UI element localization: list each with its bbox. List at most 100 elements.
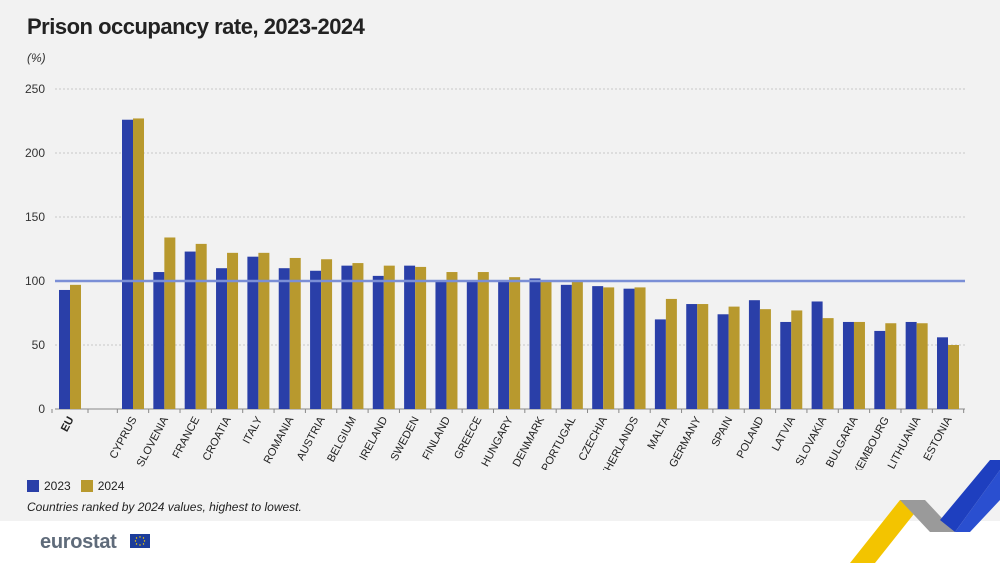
bar-austria-2024 [321,259,333,409]
bar-france-2024 [195,243,207,409]
bar-slovakia-2023 [811,301,823,409]
legend: 2023 2024 [27,479,124,493]
legend-label-2024: 2024 [97,479,125,493]
eurostat-logo[interactable]: eurostat [40,531,117,553]
x-tick-label-estonia: ESTONIA [921,414,954,463]
x-tick-label-belgium: BELGIUM [325,415,359,464]
bar-netherlands-2023 [623,288,635,409]
x-tick-label-slovakia: SLOVAKIA [794,414,830,468]
x-tick-label-austria: AUSTRIA [295,414,328,462]
bar-eu-2024 [70,284,81,409]
x-tick-label-slovenia: SLOVENIA [135,414,172,469]
x-tick-label-sweden: SWEDEN [389,415,422,463]
bar-malta-2024 [665,298,677,409]
x-tick-label-greece: GREECE [452,415,484,462]
x-tick-label-poland: POLAND [735,415,767,461]
x-tick-label-czechia: CZECHIA [577,414,611,463]
bar-czechia-2023 [592,286,604,409]
bar-portugal-2023 [560,284,572,409]
bar-italy-2023 [247,256,259,409]
x-tick-label-finland: FINLAND [420,415,453,462]
bar-spain-2024 [728,306,740,409]
bar-denmark-2024 [540,281,552,409]
bar-latvia-2024 [791,310,803,409]
x-tick-label-latvia: LATVIA [770,414,798,453]
bar-sweden-2024 [415,266,427,409]
bar-czechia-2024 [603,287,615,409]
x-tick-label-romania: ROMANIA [262,414,297,466]
footer-bar [0,521,1000,563]
bar-denmark-2023 [529,278,541,409]
bar-romania-2023 [278,268,290,409]
bar-austria-2023 [310,270,322,409]
bar-eu-2023 [59,289,70,409]
bar-germany-2023 [686,304,698,409]
bar-greece-2024 [477,272,489,409]
bar-italy-2024 [258,252,270,409]
legend-label-2023: 2023 [44,479,71,493]
bar-ireland-2023 [372,275,384,409]
y-tick-label-50: 50 [32,338,46,352]
bar-latvia-2023 [780,321,792,409]
bar-malta-2023 [654,319,666,409]
bar-germany-2024 [697,304,709,409]
x-tick-label-hungary: HUNGARY [479,414,516,469]
bar-lithuania-2023 [905,321,917,409]
legend-item-2024: 2024 [80,479,125,493]
bar-belgium-2023 [341,265,353,409]
bar-finland-2024 [446,272,458,409]
decorative-chevron-graphic [850,460,1000,563]
x-tick-label-denmark: DENMARK [511,414,548,469]
y-tick-label-0: 0 [38,402,45,416]
bar-belgium-2024 [352,263,364,409]
bar-sweden-2023 [404,265,416,409]
bar-france-2023 [184,251,196,409]
y-tick-label-150: 150 [25,210,45,224]
bar-finland-2023 [435,281,447,409]
bar-estonia-2024 [948,345,959,409]
bar-hungary-2024 [509,277,521,409]
x-tick-label-spain: SPAIN [710,415,736,449]
bar-hungary-2023 [498,281,510,409]
bar-slovenia-2024 [164,237,176,409]
bar-luxembourg-2024 [885,323,897,409]
unit-label: (%) [27,51,46,65]
x-tick-label-malta: MALTA [645,414,672,451]
footnote: Countries ranked by 2024 values, highest… [27,500,302,514]
x-tick-label-italy: ITALY [241,414,265,446]
bar-lithuania-2024 [916,323,928,409]
bar-cyprus-2023 [122,119,133,409]
bar-cyprus-2024 [133,118,144,409]
bar-estonia-2023 [937,337,948,409]
x-tick-label-croatia: CROATIA [201,414,234,463]
x-tick-label-germany: GERMANY [667,414,704,469]
legend-item-2023: 2023 [27,479,71,493]
bar-bulgaria-2023 [842,321,854,409]
bar-ireland-2024 [383,265,395,409]
legend-swatch-2023 [27,480,39,492]
bar-slovakia-2024 [822,318,834,409]
eu-flag-icon [130,534,150,548]
x-tick-label-france: FRANCE [171,415,203,461]
bar-slovenia-2023 [153,272,165,409]
bar-croatia-2023 [216,268,228,409]
bar-bulgaria-2024 [853,321,865,409]
x-tick-label-eu: EU [59,415,77,434]
bar-poland-2023 [748,300,760,409]
bar-spain-2023 [717,314,729,409]
bar-netherlands-2024 [634,287,646,409]
bar-croatia-2024 [227,252,239,409]
bar-greece-2023 [466,281,478,409]
legend-swatch-2024 [80,480,93,492]
y-tick-label-100: 100 [25,274,45,288]
x-tick-label-cyprus: CYPRUS [108,415,140,461]
bar-poland-2024 [759,309,771,409]
bar-luxembourg-2023 [874,330,886,409]
x-tick-label-ireland: IRELAND [357,415,390,463]
y-tick-label-250: 250 [25,82,45,96]
bar-romania-2024 [289,257,301,409]
y-tick-label-200: 200 [25,146,45,160]
chart-title: Prison occupancy rate, 2023-2024 [27,14,365,39]
bar-portugal-2024 [571,281,583,409]
